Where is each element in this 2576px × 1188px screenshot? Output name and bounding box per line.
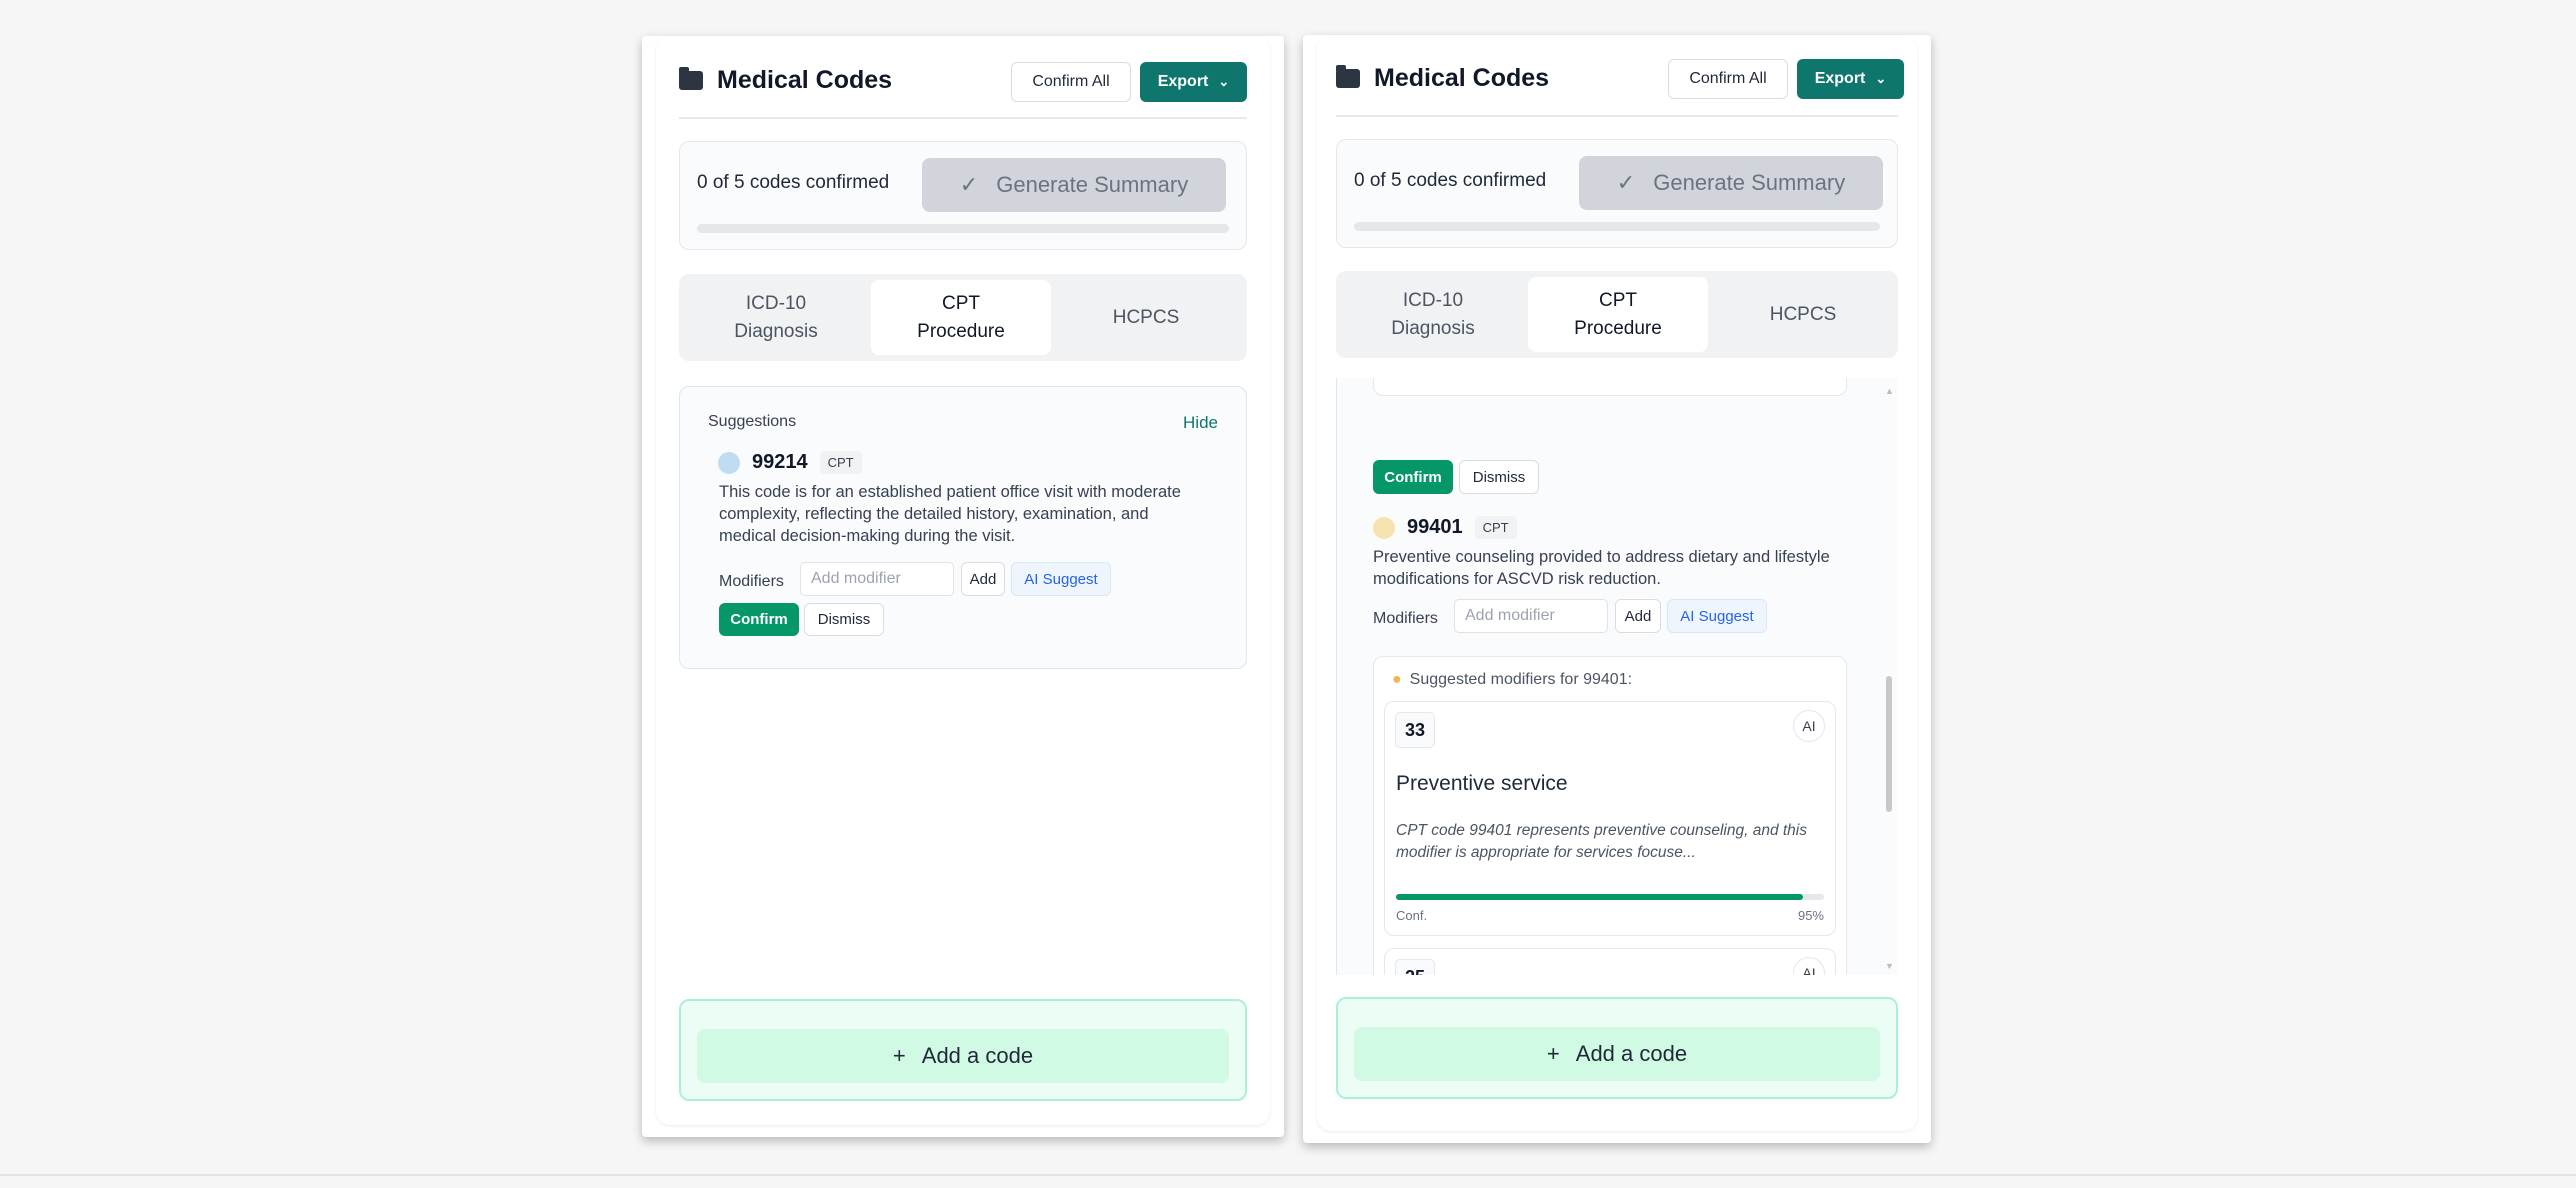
scrollbar-thumb[interactable]	[1886, 676, 1892, 812]
panel-card: Medical Codes Confirm All Export ⌄ 0 of 5…	[1317, 35, 1917, 1131]
ai-badge: AI	[1793, 957, 1825, 975]
progress-text: 0 of 5 codes confirmed	[1354, 170, 1547, 191]
previous-card-edge	[1373, 378, 1847, 396]
generate-summary-button[interactable]: ✓ Generate Summary	[922, 158, 1226, 212]
heading-text: Suggested modifiers for 99401:	[1409, 671, 1633, 688]
modifier-title: Preventive service	[1396, 772, 1568, 795]
code-header: 99401 CPT	[1373, 516, 1517, 539]
code-header: 99214 CPT	[718, 451, 862, 474]
dismiss-button[interactable]: Dismiss	[804, 603, 884, 636]
scrollbar[interactable]: ▲ ▼	[1880, 378, 1898, 975]
chevron-down-icon: ⌄	[1218, 74, 1230, 89]
modifier-reason: CPT code 99401 represents preventive cou…	[1396, 822, 1807, 861]
dismiss-button[interactable]: Dismiss	[1459, 460, 1539, 494]
hide-link[interactable]: Hide	[1183, 413, 1218, 432]
confirm-button[interactable]: Confirm	[719, 603, 799, 636]
generate-label: Generate Summary	[996, 172, 1189, 197]
status-dot	[1373, 516, 1395, 539]
tab-cpt[interactable]: CPT Procedure	[1528, 277, 1708, 352]
medical-codes-panel-left: Medical Codes Confirm All Export ⌄ 0 of 5…	[642, 36, 1284, 1137]
modifier-card-25[interactable]: 25 AI	[1384, 948, 1836, 975]
check-icon: ✓	[1616, 170, 1636, 195]
tab-hcpcs[interactable]: HCPCS	[1112, 306, 1180, 328]
plus-icon: +	[1546, 1041, 1560, 1066]
add-code-label: Add a code	[1575, 1041, 1688, 1066]
confirm-all-button[interactable]: Confirm All	[1011, 62, 1131, 102]
confidence-value: 95%	[1797, 908, 1824, 923]
scroll-up-icon[interactable]: ▲	[1885, 386, 1894, 396]
code-value: 99214	[752, 451, 808, 473]
ai-badge: AI	[1793, 710, 1825, 742]
export-button[interactable]: Export ⌄	[1140, 62, 1247, 102]
modifier-input[interactable]: Add modifier	[1454, 599, 1608, 633]
export-label: Export	[1157, 73, 1209, 90]
suggested-modifiers-box: ● Suggested modifiers for 99401: 33 AI Pr…	[1373, 656, 1847, 975]
ai-suggest-button[interactable]: AI Suggest	[1011, 562, 1111, 596]
progress-text: 0 of 5 codes confirmed	[697, 172, 890, 193]
modifier-card-33[interactable]: 33 AI Preventive service CPT code 99401 …	[1384, 701, 1836, 936]
plus-icon: +	[892, 1043, 906, 1068]
modifier-code: 33	[1395, 712, 1435, 748]
export-button[interactable]: Export ⌄	[1797, 59, 1904, 99]
title-text: Medical Codes	[717, 66, 893, 94]
code-type-badge: CPT	[819, 451, 862, 474]
status-dot	[718, 451, 740, 474]
add-code-button[interactable]: + Add a code	[697, 1029, 1229, 1083]
confidence-fill	[1396, 894, 1803, 900]
panel-title: Medical Codes	[679, 66, 892, 95]
panel-card: Medical Codes Confirm All Export ⌄ 0 of 5…	[656, 36, 1270, 1125]
suggestions-scroll-area[interactable]: Confirm Dismiss 99401 CPT Preventive cou…	[1336, 378, 1898, 975]
divider	[1336, 115, 1898, 117]
lightbulb-icon: ●	[1392, 671, 1402, 688]
suggestions-box: Suggestions Hide 99214 CPT This code is …	[679, 386, 1247, 669]
confirm-all-button[interactable]: Confirm All	[1668, 59, 1788, 99]
divider	[679, 117, 1247, 119]
suggested-modifiers-heading: ● Suggested modifiers for 99401:	[1392, 671, 1632, 689]
chevron-down-icon: ⌄	[1875, 71, 1887, 86]
modifiers-label: Modifiers	[719, 573, 784, 590]
code-type-badge: CPT	[1474, 516, 1517, 539]
code-type-tabs: ICD-10 Diagnosis CPT Procedure HCPCS	[1336, 271, 1898, 358]
modifier-code: 25	[1395, 959, 1435, 975]
tab-cpt[interactable]: CPT Procedure	[871, 280, 1051, 355]
progress-box: 0 of 5 codes confirmed ✓ Generate Summary	[679, 141, 1247, 250]
folder-icon	[1336, 65, 1360, 88]
progress-bar	[1354, 222, 1880, 231]
confidence-label: Conf.	[1396, 908, 1428, 923]
title-text: Medical Codes	[1374, 64, 1550, 92]
tab-icd10[interactable]: ICD-10 Diagnosis	[734, 292, 818, 342]
ai-suggest-button[interactable]: AI Suggest	[1667, 599, 1767, 633]
tab-icd10[interactable]: ICD-10 Diagnosis	[1391, 289, 1475, 339]
export-label: Export	[1814, 70, 1866, 87]
code-type-tabs: ICD-10 Diagnosis CPT Procedure HCPCS	[679, 274, 1247, 361]
add-code-button[interactable]: + Add a code	[1354, 1027, 1880, 1081]
medical-codes-panel-right: Medical Codes Confirm All Export ⌄ 0 of 5…	[1303, 35, 1931, 1143]
check-icon: ✓	[959, 172, 979, 197]
scroll-down-icon[interactable]: ▼	[1885, 961, 1894, 971]
tab-hcpcs[interactable]: HCPCS	[1769, 303, 1837, 325]
add-modifier-button[interactable]: Add	[961, 562, 1005, 596]
generate-label: Generate Summary	[1653, 170, 1846, 195]
confidence-track	[1396, 894, 1824, 900]
code-description: Preventive counseling provided to addres…	[1373, 548, 1830, 588]
code-value: 99401	[1407, 516, 1463, 538]
suggestions-label: Suggestions	[708, 413, 797, 430]
folder-icon	[679, 67, 703, 90]
progress-box: 0 of 5 codes confirmed ✓ Generate Summary	[1336, 139, 1898, 248]
add-code-label: Add a code	[921, 1043, 1034, 1068]
add-modifier-button[interactable]: Add	[1615, 599, 1661, 633]
add-code-box: + Add a code	[1336, 997, 1898, 1099]
progress-bar	[697, 224, 1229, 233]
add-code-box: + Add a code	[679, 999, 1247, 1101]
modifiers-label: Modifiers	[1373, 610, 1438, 627]
modifier-input[interactable]: Add modifier	[800, 562, 954, 596]
generate-summary-button[interactable]: ✓ Generate Summary	[1579, 156, 1883, 210]
code-description: This code is for an established patient …	[719, 483, 1181, 545]
panel-title: Medical Codes	[1336, 64, 1549, 93]
confirm-button[interactable]: Confirm	[1373, 460, 1453, 494]
